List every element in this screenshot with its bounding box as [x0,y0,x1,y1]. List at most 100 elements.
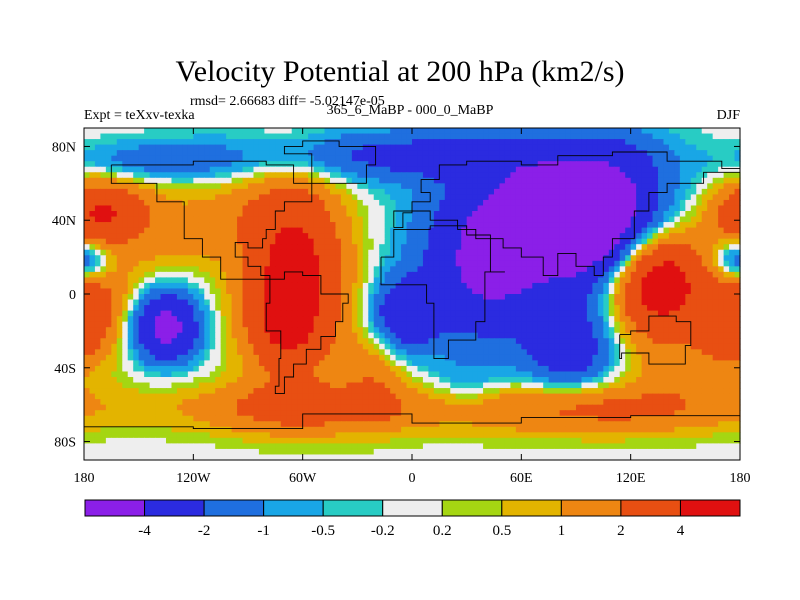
field-cell [532,222,539,229]
field-cell [515,205,522,212]
field-cell [614,183,621,190]
field-cell [357,238,364,245]
field-cell [258,299,265,306]
field-cell [636,183,643,190]
field-cell [116,166,123,173]
field-cell [450,294,457,301]
field-cell [701,282,708,290]
field-cell [734,305,741,312]
field-cell [455,332,462,339]
field-cell [302,282,309,290]
field-cell [324,166,331,173]
field-cell [729,310,736,317]
field-cell [226,216,233,223]
field-cell [581,172,588,179]
field-cell [521,155,528,162]
field-cell [477,271,484,278]
field-cell [122,199,129,207]
field-cell [133,150,140,157]
field-cell [466,155,473,162]
field-cell [521,216,528,223]
field-cell [483,150,490,157]
field-cell [209,194,216,201]
field-cell [658,211,665,218]
field-cell [242,188,249,195]
field-cell [658,299,665,306]
field-cell [116,260,123,267]
field-cell [89,150,96,157]
field-cell [291,216,298,223]
field-cell [286,199,293,207]
field-cell [390,133,397,140]
field-cell [729,128,736,135]
field-cell [734,177,741,184]
field-cell [373,332,380,339]
field-cell [663,271,670,278]
field-cell [630,266,637,273]
field-cell [488,277,495,284]
field-cell [630,238,637,245]
field-cell [734,266,741,273]
field-cell [488,128,495,135]
field-cell [395,349,402,356]
field-cell [526,343,533,350]
field-cell [231,294,238,301]
field-cell [712,260,719,267]
field-cell [84,349,91,356]
field-cell [171,139,178,146]
field-cell [712,294,719,301]
field-cell [155,299,162,306]
field-cell [521,277,528,284]
field-cell [144,205,151,212]
field-cell [499,249,506,256]
field-cell [614,216,621,223]
field-cell [417,227,424,234]
field-cell [368,249,375,256]
field-cell [319,177,326,184]
field-cell [340,227,347,234]
field-cell [297,199,304,207]
field-cell [138,155,145,162]
field-cell [149,166,156,173]
field-cell [701,271,708,278]
field-cell [444,199,451,207]
field-cell [144,211,151,218]
field-cell [346,166,353,173]
field-cell [679,227,686,234]
field-cell [253,255,260,262]
field-cell [510,194,517,201]
field-cell [144,260,151,267]
field-cell [570,183,577,190]
field-cell [258,332,265,339]
field-cell [269,150,276,157]
field-cell [133,194,140,201]
field-cell [461,271,468,278]
field-cell [603,255,610,262]
field-cell [483,144,490,151]
field-cell [149,233,156,240]
field-cell [565,183,572,190]
field-cell [248,150,255,157]
field-cell [144,222,151,229]
field-cell [701,194,708,201]
field-cell [335,222,342,229]
field-cell [597,222,604,229]
field-cell [521,260,528,267]
field-cell [663,199,670,207]
field-cell [570,205,577,212]
field-cell [625,305,632,312]
field-cell [707,249,714,256]
field-cell [679,282,686,290]
field-cell [707,139,714,146]
field-cell [603,316,610,323]
field-cell [679,244,686,251]
field-cell [499,321,506,328]
field-cell [586,338,593,345]
field-cell [84,343,91,350]
field-cell [231,133,238,140]
field-cell [685,255,692,262]
field-cell [127,271,134,278]
field-cell [89,128,96,135]
field-cell [144,128,151,135]
field-cell [466,216,473,223]
